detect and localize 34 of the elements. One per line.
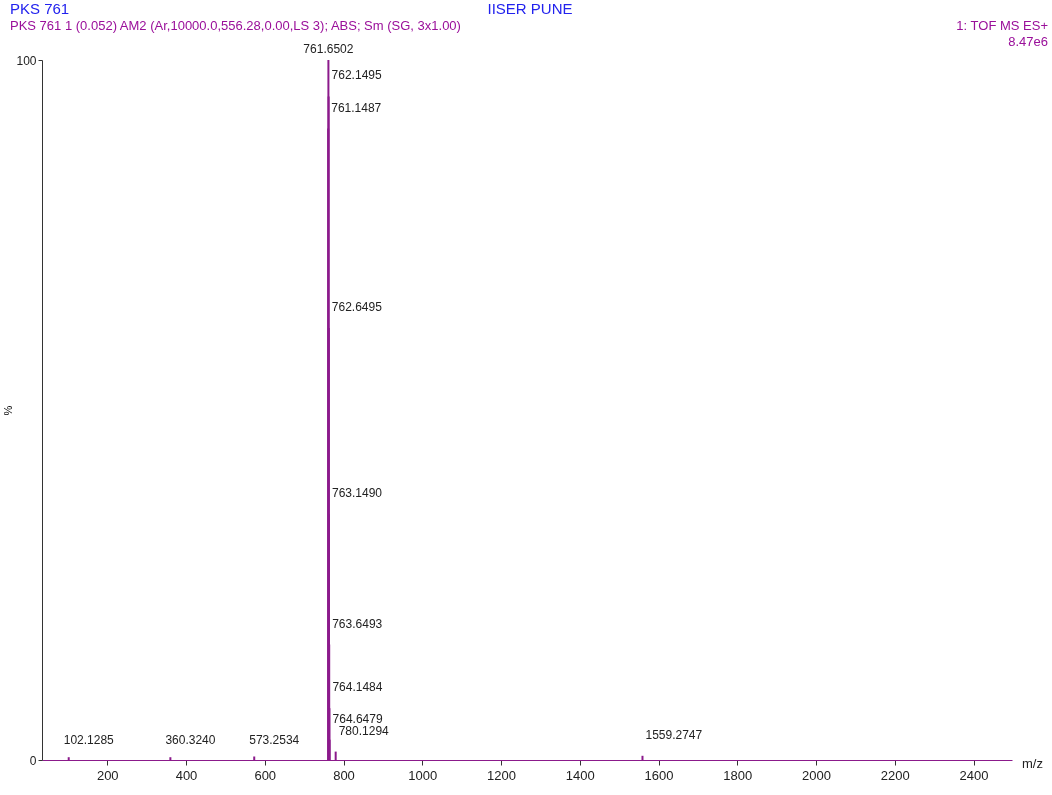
x-tick-label: 2000: [802, 767, 831, 783]
annotation: 761.1487: [331, 100, 382, 115]
chart-title: PKS 761: [10, 0, 70, 17]
text: IISER PUNE: [487, 0, 573, 17]
text: 8.47e6: [1008, 34, 1048, 49]
annotation: 573.2534: [249, 732, 300, 747]
y-tick-label: 0: [29, 753, 37, 768]
x-tick-label: 400: [175, 767, 198, 783]
annotation: 780.1294: [338, 723, 390, 738]
y-tick-label: 100: [16, 53, 37, 68]
x-tick-label: 800: [333, 767, 355, 783]
x-axis-title: m/z: [1022, 756, 1043, 771]
x-tick-label: 1800: [723, 767, 753, 783]
x-tick-label: 2400: [959, 767, 989, 783]
annotation: 762.1495: [331, 68, 382, 83]
annotation: 762.6495: [331, 300, 383, 315]
x-tick-label: 1400: [565, 767, 595, 783]
annotation: 764.6479: [332, 711, 383, 726]
y-axis-title: %: [2, 405, 15, 416]
annotation: 761.6502: [303, 42, 354, 56]
x-tick-label: 1000: [408, 767, 438, 783]
annotation: 763.6493: [332, 616, 383, 631]
text: 1: TOF MS ES+: [956, 18, 1048, 33]
annotation: 763.1490: [331, 486, 383, 501]
x-tick-label: 600: [254, 767, 277, 783]
annotation: 102.1285: [63, 733, 115, 748]
annotation: 360.3240: [165, 733, 216, 748]
x-tick-label: 1200: [487, 767, 516, 783]
x-tick-label: 2200: [880, 767, 910, 783]
x-tick-label: 200: [96, 767, 119, 783]
chart-subtitle: PKS 761 1 (0.052) AM2 (Ar,10000.0,556.28,0.00,LS 3); ABS; Sm (SG, 3x1.00): [10, 18, 461, 33]
annotation: 1559.2747: [645, 727, 703, 742]
annotation: 764.1484: [332, 680, 383, 695]
x-tick-label: 1600: [644, 767, 674, 783]
